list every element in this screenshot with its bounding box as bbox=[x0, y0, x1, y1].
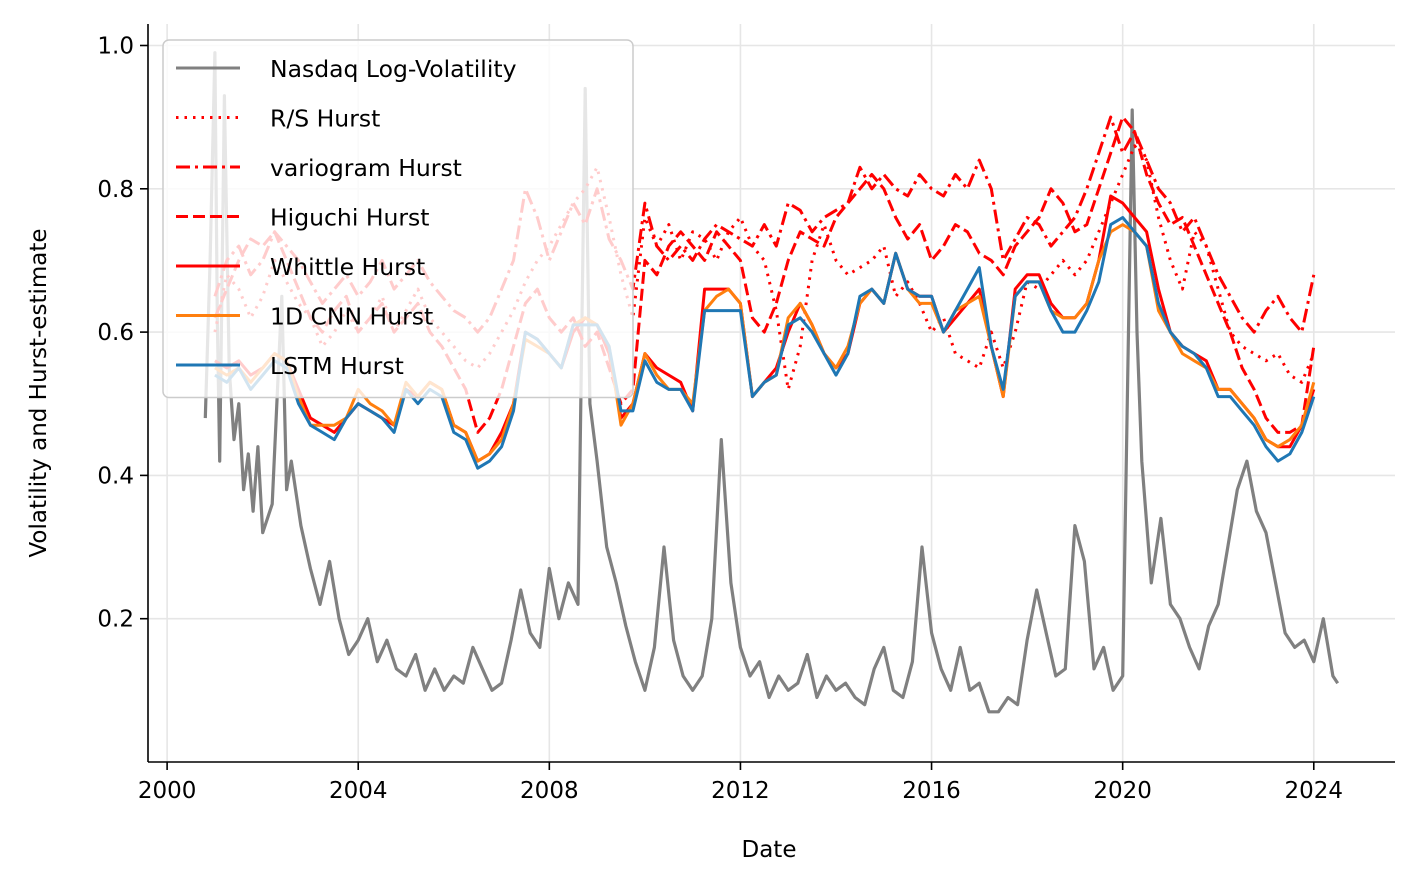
legend-label: variogram Hurst bbox=[270, 154, 462, 182]
axes bbox=[147, 24, 1395, 763]
y-tick-label: 0.8 bbox=[97, 177, 134, 203]
y-tick-label: 0.6 bbox=[97, 320, 134, 346]
legend-label: Higuchi Hurst bbox=[270, 204, 430, 232]
x-tick-label: 2004 bbox=[329, 778, 388, 804]
y-tick-label: 0.2 bbox=[97, 607, 134, 633]
legend-label: 1D CNN Hurst bbox=[270, 303, 433, 331]
legend-box bbox=[162, 39, 634, 399]
x-tick-label: 2016 bbox=[902, 778, 961, 804]
series-line-nasdaq-log-volatility bbox=[203, 51, 1340, 714]
legend: Nasdaq Log-Volatility R/S Hurst variogram … bbox=[162, 39, 634, 399]
x-tick-label: 2024 bbox=[1285, 778, 1344, 804]
x-tick-label: 2008 bbox=[520, 778, 579, 804]
x-axis-label: Date bbox=[742, 837, 797, 863]
y-tick-label: 0.4 bbox=[97, 463, 134, 489]
x-tick-label: 2020 bbox=[1093, 778, 1152, 804]
tick-marks: 2000 2004 2008 2012 2016 2020 2024 0.2 0.4 0.6 0.8… bbox=[97, 33, 1343, 804]
legend-label: LSTM Hurst bbox=[270, 352, 404, 380]
legend-label: R/S Hurst bbox=[270, 105, 380, 133]
legend-label: Nasdaq Log-Volatility bbox=[270, 55, 517, 83]
x-tick-label: 2012 bbox=[711, 778, 770, 804]
y-axis-label: Volatility and Hurst-estimate bbox=[26, 228, 52, 557]
series-line-lstm-hurst bbox=[214, 216, 1316, 470]
x-tick-label: 2000 bbox=[138, 778, 197, 804]
legend-label: Whittle Hurst bbox=[270, 253, 425, 281]
y-tick-label: 1.0 bbox=[97, 33, 134, 59]
series-line-variogram-hurst bbox=[213, 115, 1316, 334]
series-line-higuchi-hurst bbox=[213, 115, 1316, 434]
